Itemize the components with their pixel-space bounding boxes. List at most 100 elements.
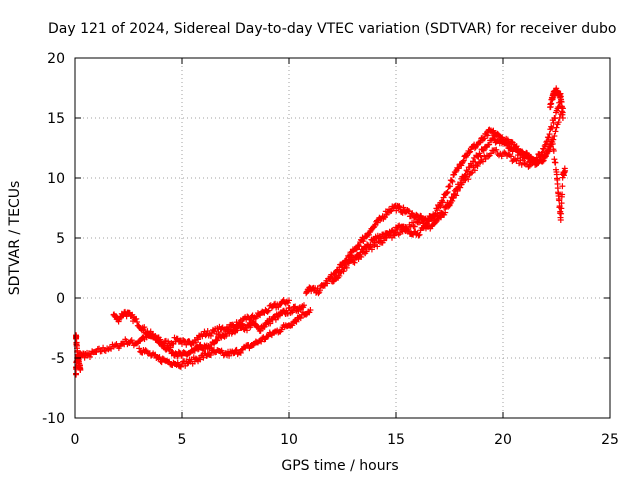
data-point-track-e (503, 139, 510, 146)
data-point-track-e (415, 232, 422, 239)
x-tick-label: 25 (601, 432, 619, 448)
data-point-track-f (360, 249, 367, 256)
data-point-track-f (474, 163, 481, 170)
data-point-track-e (486, 141, 493, 148)
data-point-track-b (133, 315, 140, 322)
data-point-track-f (559, 183, 566, 190)
data-point-track-f (453, 192, 460, 199)
data-points (73, 85, 569, 378)
data-point-track-f (493, 146, 500, 153)
data-point-track-f (501, 149, 508, 156)
data-point-track-e (552, 128, 559, 135)
data-point-track-d (447, 183, 454, 190)
data-point-track-f (411, 223, 418, 230)
data-point-track-a (128, 337, 135, 344)
data-point-track-d (353, 246, 360, 253)
data-point-track-f (445, 203, 452, 210)
data-point-track-d (541, 142, 548, 149)
data-point-track-g (77, 367, 84, 373)
data-point-track-f (485, 153, 492, 160)
data-point-track-a (73, 371, 79, 378)
data-point-track-d (449, 178, 456, 185)
data-point-track-d (490, 127, 497, 134)
data-point-track-d (548, 123, 555, 130)
data-point-track-c (200, 354, 207, 361)
data-point-track-c (237, 349, 244, 356)
data-point-track-e (340, 268, 347, 275)
data-point-track-c (297, 315, 304, 322)
data-point-track-c (289, 322, 296, 329)
data-point-track-c (307, 307, 314, 313)
data-point-track-a (207, 332, 214, 339)
data-point-track-c (136, 345, 143, 352)
data-point-track-c (177, 363, 184, 370)
data-point-track-f (520, 157, 527, 164)
data-point-track-b (157, 336, 164, 343)
data-point-track-d (366, 229, 373, 236)
data-point-track-e (553, 124, 560, 131)
data-point-track-h (559, 109, 566, 116)
data-point-track-b (250, 318, 257, 325)
data-point-track-d (448, 177, 455, 184)
data-point-track-d (324, 280, 331, 287)
data-point-track-f (465, 176, 472, 183)
y-tick-label: 10 (47, 171, 65, 187)
data-point-track-c (142, 347, 149, 354)
data-point-track-a (264, 308, 271, 315)
data-point-track-e (555, 119, 562, 126)
data-point-track-f (446, 202, 453, 209)
y-tick-label: 15 (47, 111, 65, 127)
data-point-track-b (234, 327, 241, 334)
data-point-track-d (396, 203, 403, 210)
data-point-track-f (429, 217, 436, 224)
data-point-track-f (368, 246, 375, 253)
data-point-track-f (558, 205, 565, 212)
data-point-track-f (350, 259, 357, 265)
y-tick-label: 0 (56, 291, 65, 307)
data-point-track-a (120, 340, 127, 347)
y-axis-title: SDTVAR / TECUs (7, 181, 23, 296)
data-point-track-f (471, 167, 478, 174)
data-point-track-d (459, 158, 466, 165)
data-point-track-f (558, 210, 565, 217)
data-point-track-f (431, 216, 438, 223)
data-point-track-e (343, 264, 350, 271)
data-point-track-f (441, 204, 448, 211)
data-point-track-a (275, 304, 282, 311)
data-point-track-a (112, 342, 119, 349)
data-point-track-e (346, 258, 353, 265)
x-axis-title: GPS time / hours (281, 458, 398, 474)
grid (75, 58, 610, 418)
data-point-track-e (551, 133, 558, 139)
data-point-track-a (286, 297, 292, 304)
data-point-track-c (197, 356, 204, 363)
data-point-track-e (477, 152, 484, 159)
data-point-track-b (272, 316, 279, 323)
data-point-track-e (524, 152, 531, 159)
data-point-track-d (443, 189, 450, 196)
data-point-track-d (393, 207, 400, 214)
data-point-track-f (537, 157, 544, 164)
data-point-track-g (73, 333, 80, 340)
data-point-track-c (207, 351, 214, 358)
y-tick-label: 20 (47, 51, 65, 67)
data-point-track-d (471, 145, 478, 152)
data-point-track-b (150, 331, 157, 338)
data-point-track-e (480, 147, 487, 154)
data-point-track-c (258, 338, 265, 345)
data-point-track-f (449, 197, 456, 204)
data-point-track-f (557, 217, 564, 223)
x-tick-label: 15 (387, 432, 405, 448)
data-point-track-f (550, 147, 557, 154)
data-point-track-f (413, 218, 420, 225)
data-point-track-d (495, 132, 502, 139)
data-point-track-f (363, 248, 370, 255)
data-point-track-f (367, 243, 374, 250)
data-point-track-c (264, 333, 271, 340)
data-point-track-d (315, 290, 322, 297)
data-point-track-f (487, 150, 494, 157)
data-point-track-f (461, 177, 468, 184)
data-point-track-b (291, 304, 298, 311)
data-point-track-f (374, 243, 381, 250)
